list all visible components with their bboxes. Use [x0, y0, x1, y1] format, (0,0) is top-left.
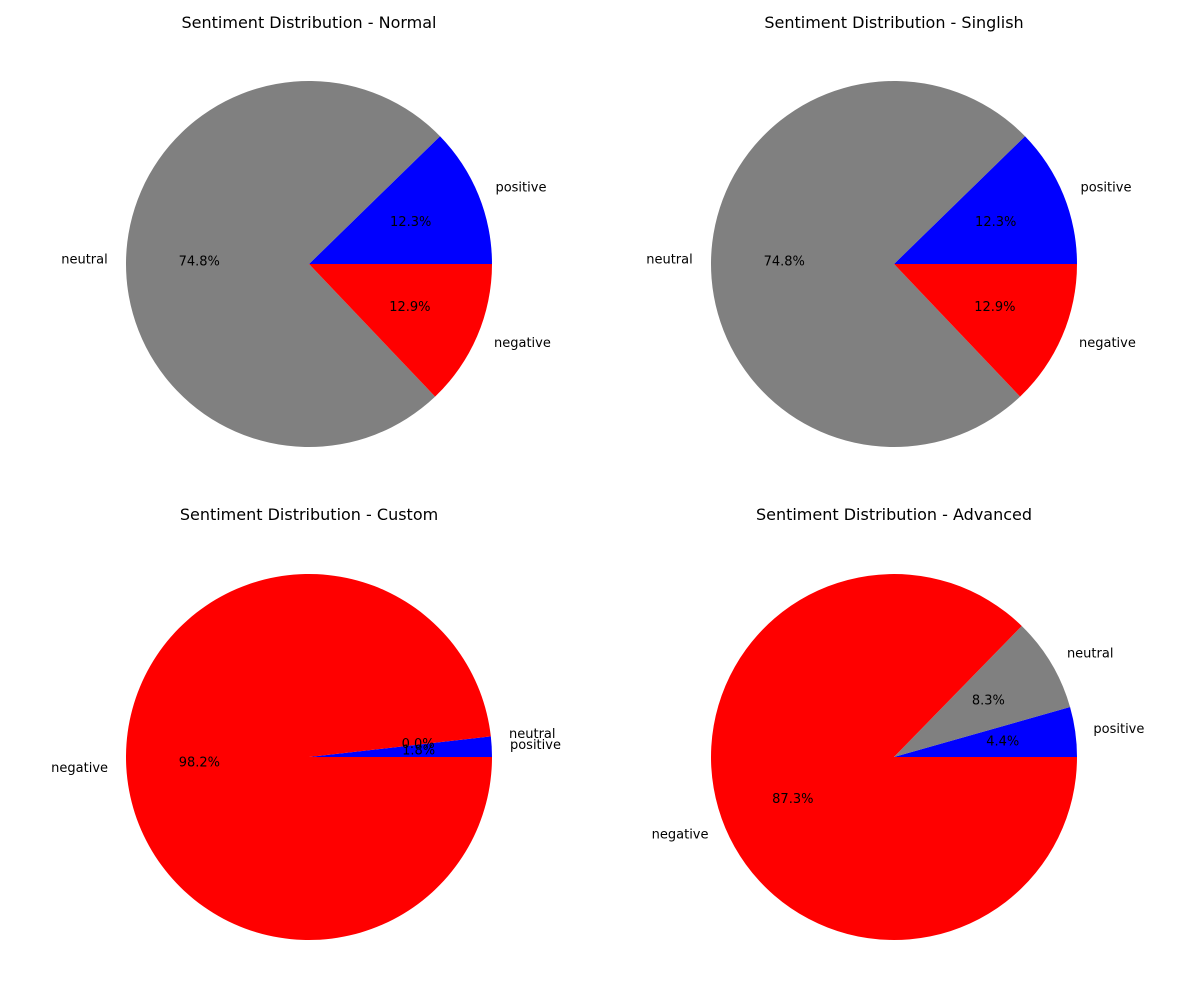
pie-chart-custom: Sentiment Distribution - Custom positive…: [51, 505, 561, 940]
pie-slice-positive: [309, 736, 492, 757]
slice-label-neutral: neutral: [646, 253, 693, 268]
slice-percent-positive: 4.4%: [986, 734, 1019, 749]
chart-title: Sentiment Distribution - Singlish: [764, 13, 1023, 32]
slice-percent-neutral: 74.8%: [764, 254, 805, 269]
slice-label-neutral: neutral: [61, 253, 108, 268]
slice-percent-positive: 12.3%: [975, 215, 1016, 230]
slice-label-positive: positive: [495, 181, 546, 196]
chart-title: Sentiment Distribution - Normal: [182, 13, 437, 32]
slice-percent-neutral: 8.3%: [972, 693, 1005, 708]
slice-label-positive: positive: [510, 738, 561, 753]
slice-percent-negative: 12.9%: [974, 300, 1015, 315]
slice-percent-positive: 12.3%: [390, 215, 431, 230]
slice-percent-negative: 98.2%: [179, 756, 220, 771]
slice-label-negative: negative: [51, 761, 108, 776]
slice-percent-positive: 1.8%: [402, 743, 435, 758]
pie-chart-advanced: Sentiment Distribution - Advanced positi…: [652, 505, 1144, 940]
slice-label-positive: positive: [1080, 181, 1131, 196]
pie-slice-positive: [894, 136, 1077, 264]
slice-label-neutral: neutral: [509, 727, 555, 742]
slice-percent-negative: 87.3%: [772, 792, 813, 807]
pie-slice-positive: [894, 707, 1077, 757]
pie-slice-neutral: [126, 80, 441, 447]
chart-title: Sentiment Distribution - Custom: [180, 505, 438, 524]
pie-slice-neutral: [894, 625, 1071, 757]
slice-label-positive: positive: [1093, 722, 1144, 737]
slice-label-negative: negative: [652, 828, 709, 843]
chart-title: Sentiment Distribution - Advanced: [756, 505, 1032, 524]
slice-percent-negative: 12.9%: [389, 300, 430, 315]
pie-chart-singlish: Sentiment Distribution - Singlish positi…: [646, 13, 1136, 448]
pie-chart-normal: Sentiment Distribution - Normal positive…: [61, 13, 551, 447]
pie-slice-negative: [309, 264, 492, 397]
slice-label-negative: negative: [1079, 336, 1136, 351]
pie-slice-negative: [126, 574, 492, 940]
pie-slice-negative: [710, 574, 1077, 940]
pie-slice-positive: [309, 136, 492, 264]
slice-percent-neutral: 74.8%: [179, 254, 220, 269]
pie-slice-neutral: [710, 81, 1026, 448]
slice-percent-neutral: 0.0%: [402, 737, 435, 752]
pie-slice-negative: [894, 264, 1077, 397]
slice-label-neutral: neutral: [1067, 646, 1114, 661]
slice-label-negative: negative: [494, 336, 551, 351]
